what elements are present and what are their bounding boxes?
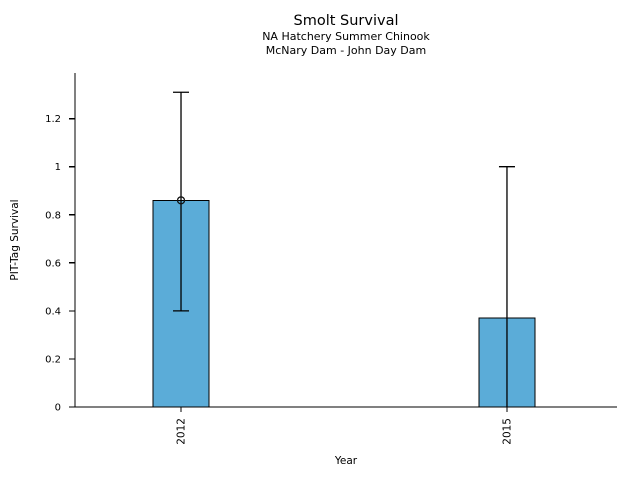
y-axis-label: PIT-Tag Survival [9, 199, 21, 281]
chart-subtitle-line1: NA Hatchery Summer Chinook [262, 30, 430, 43]
y-tick-label: 0.2 [45, 354, 61, 365]
y-tick-label: 0.8 [45, 210, 61, 221]
chart-title: Smolt Survival [293, 13, 399, 29]
y-tick-label: 1.2 [45, 114, 61, 125]
x-tick-label: 2015 [501, 418, 513, 445]
x-tick-label: 2012 [176, 418, 188, 445]
y-tick-label: 1 [55, 162, 61, 173]
y-tick-label: 0.6 [45, 258, 61, 269]
x-axis-label: Year [334, 455, 358, 467]
y-tick-label: 0.4 [45, 306, 61, 317]
chart-subtitle-line2: McNary Dam - John Day Dam [265, 44, 427, 57]
y-tick-label: 0 [55, 403, 61, 414]
data-point-marker-2012 [176, 196, 186, 205]
